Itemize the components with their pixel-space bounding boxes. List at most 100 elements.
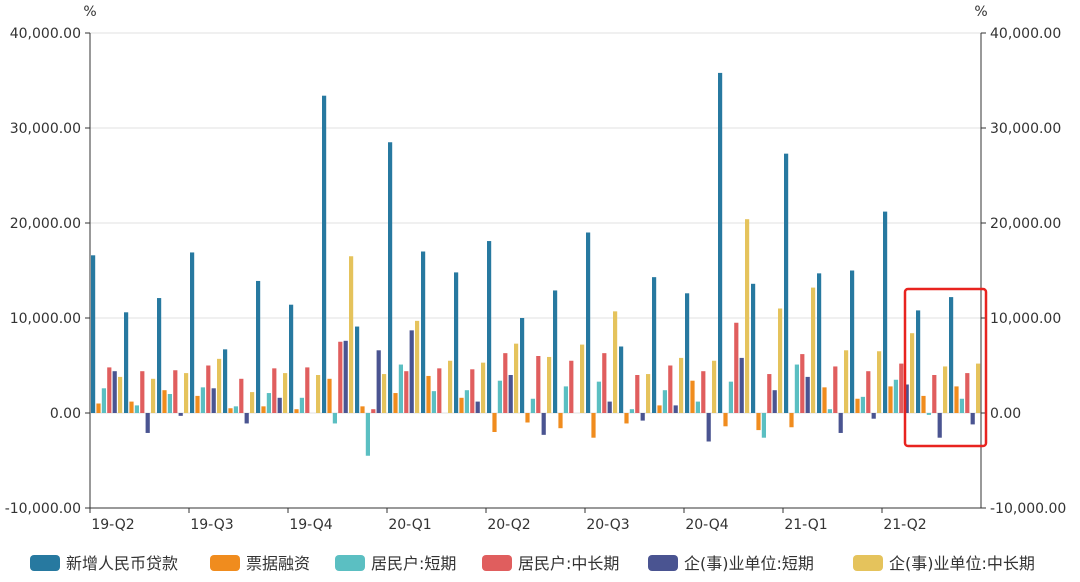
bar: [475, 401, 480, 413]
bar: [497, 380, 502, 413]
bar: [855, 398, 860, 413]
bar: [553, 290, 558, 413]
bar: [904, 384, 909, 413]
bar: [217, 358, 222, 413]
bar: [294, 409, 299, 413]
x-tick-label: 21-Q2: [883, 517, 926, 533]
bar: [838, 413, 843, 433]
bar: [305, 367, 310, 413]
bar: [596, 381, 601, 413]
bar: [728, 381, 733, 413]
bar: [256, 280, 261, 413]
legend[interactable]: 新增人民币贷款 票据融资 居民户:短期 居民户:中长期 企(事)业单位:短期 企(事)业单…: [30, 554, 1035, 573]
legend-item[interactable]: 新增人民币贷款: [30, 554, 178, 573]
bar: [244, 413, 249, 424]
bar: [393, 393, 398, 413]
bar: [910, 333, 915, 413]
bar: [943, 366, 948, 413]
bar: [789, 413, 794, 428]
bar: [481, 362, 486, 413]
bar: [805, 376, 810, 413]
bar: [195, 395, 200, 413]
bar: [112, 371, 117, 413]
legend-item[interactable]: 居民户:中长期: [482, 554, 619, 573]
legend-swatch: [482, 555, 512, 571]
legend-label: 居民户:中长期: [518, 554, 619, 573]
bar: [932, 375, 937, 413]
bar: [415, 320, 420, 413]
bar: [767, 374, 772, 413]
bar: [283, 373, 288, 413]
bar: [893, 379, 898, 413]
legend-swatch: [335, 555, 365, 571]
bar: [409, 330, 414, 413]
bar: [954, 386, 959, 413]
bar: [448, 360, 453, 413]
bar: [162, 390, 167, 413]
right-y-tick-label: 30,000.00: [990, 121, 1061, 137]
left-y-tick-label: 20,000.00: [10, 216, 81, 232]
bar: [817, 273, 822, 413]
bar: [723, 413, 728, 427]
bar: [602, 353, 607, 413]
left-y-tick-label: -10,000.00: [5, 501, 81, 517]
bar: [398, 364, 403, 413]
bar: [371, 409, 376, 413]
bar: [464, 390, 469, 413]
legend-label: 企(事)业单位:中长期: [889, 554, 1035, 573]
right-y-tick-label: 0.00: [990, 406, 1021, 422]
bar: [883, 211, 888, 413]
bar: [827, 409, 832, 413]
bar: [272, 368, 277, 413]
bar: [145, 413, 150, 433]
bar: [871, 413, 876, 419]
bar: [635, 375, 640, 413]
bar: [355, 326, 360, 413]
bar: [530, 398, 535, 413]
bar: [701, 371, 706, 413]
legend-item[interactable]: 居民户:短期: [335, 554, 456, 573]
x-tick-label: 19-Q4: [289, 517, 332, 533]
right-y-tick-label: 10,000.00: [990, 311, 1061, 327]
bar: [360, 406, 365, 413]
bar: [91, 255, 96, 413]
right-unit-label: %: [974, 4, 987, 20]
bar: [184, 373, 189, 413]
bar: [591, 413, 596, 438]
bar: [794, 364, 799, 413]
legend-item[interactable]: 企(事)业单位:中长期: [853, 554, 1035, 573]
bar: [607, 401, 612, 413]
bar: [679, 357, 684, 413]
bar: [376, 350, 381, 413]
bar: [772, 390, 777, 413]
bar: [233, 406, 238, 413]
bar: [327, 378, 332, 413]
bar: [190, 252, 195, 413]
legend-swatch: [648, 555, 678, 571]
bar: [690, 380, 695, 413]
bar: [173, 370, 178, 413]
bar: [761, 413, 766, 438]
legend-swatch: [30, 555, 60, 571]
axes: % %: [83, 4, 988, 509]
bar: [96, 403, 101, 413]
bar: [388, 142, 393, 413]
bar: [899, 363, 904, 413]
bar: [921, 395, 926, 413]
bar: [811, 287, 816, 413]
bar: [211, 388, 216, 413]
bar: [382, 374, 387, 413]
x-tick-label: 20-Q3: [586, 517, 629, 533]
bar: [167, 394, 172, 413]
bar: [349, 256, 354, 413]
bar: [706, 413, 711, 442]
bar: [404, 371, 409, 413]
legend-item[interactable]: 企(事)业单位:短期: [648, 554, 814, 573]
legend-item[interactable]: 票据融资: [210, 554, 310, 573]
x-tick-label: 20-Q1: [388, 517, 431, 533]
bar: [822, 387, 827, 413]
bar: [784, 153, 789, 413]
bar: [316, 375, 321, 413]
bar: [739, 357, 744, 413]
bar: [206, 365, 211, 413]
